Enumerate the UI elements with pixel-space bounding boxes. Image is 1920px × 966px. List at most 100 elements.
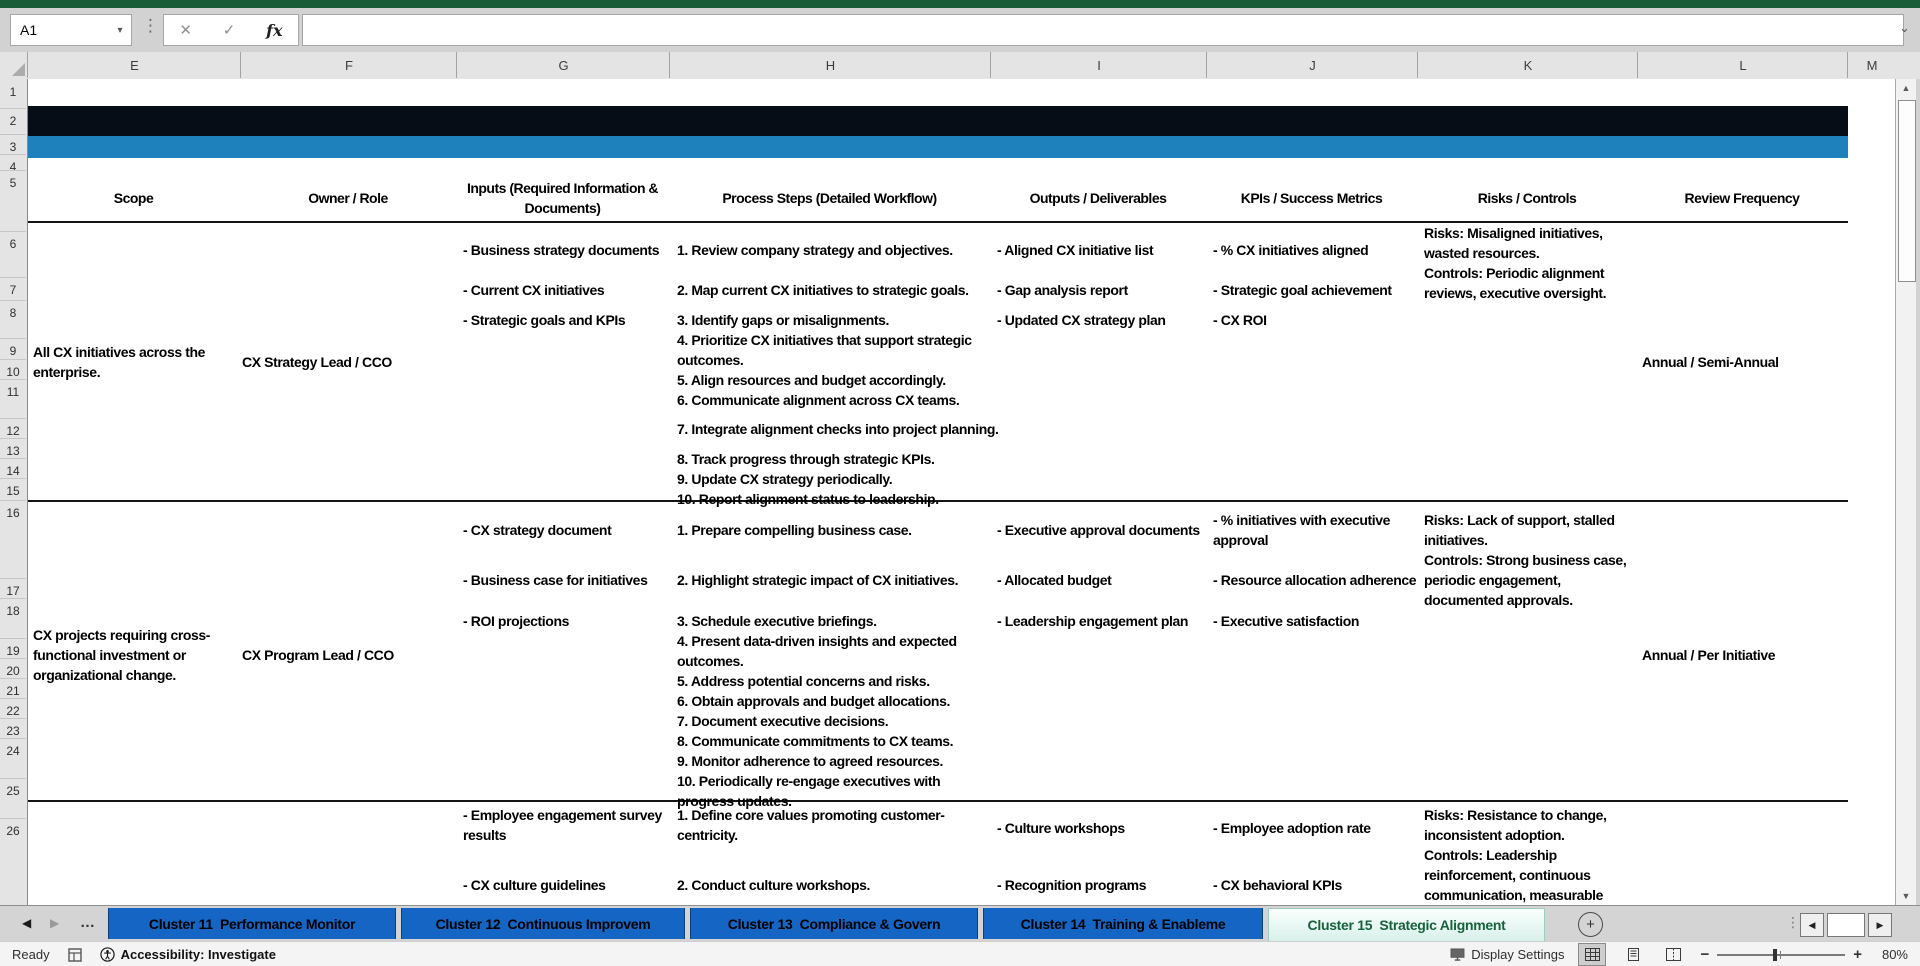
row-header-9[interactable]: 9	[9, 344, 17, 358]
cell-s2-input-2[interactable]: - Business case for initiatives	[463, 572, 648, 588]
row-header-17[interactable]: 17	[6, 584, 20, 598]
cell-s1-output-3[interactable]: - Updated CX strategy plan	[997, 312, 1166, 328]
cell-s2-step-10[interactable]: 10. Periodically re-engage executives wi…	[677, 773, 941, 809]
column-header-J[interactable]: J	[1206, 52, 1418, 78]
sheet-prev-icon[interactable]: ◀	[22, 916, 32, 930]
row-header-6[interactable]: 6	[9, 237, 17, 251]
row-header-3[interactable]: 3	[9, 140, 17, 154]
cell-s1-kpi-2[interactable]: - Strategic goal achievement	[1213, 282, 1392, 298]
cell-s2-step-4[interactable]: 4. Present data-driven insights and expe…	[677, 633, 957, 669]
cell-s2-step-3[interactable]: 3. Schedule executive briefings.	[677, 613, 877, 629]
column-header-L[interactable]: L	[1637, 52, 1848, 78]
new-sheet-icon[interactable]: +	[1578, 912, 1603, 937]
cell-s1-output-2[interactable]: - Gap analysis report	[997, 282, 1128, 298]
row-header-11[interactable]: 11	[6, 385, 20, 399]
cell-s2-step-9[interactable]: 9. Monitor adherence to agreed resources…	[677, 753, 944, 769]
sheet-overflow-button[interactable]: …	[80, 914, 96, 931]
cell-s1-step-1[interactable]: 1. Review company strategy and objective…	[677, 242, 953, 258]
row-header-19[interactable]: 19	[6, 644, 20, 658]
display-settings-button[interactable]: Display Settings	[1450, 947, 1564, 962]
cell-s3-kpi-2[interactable]: - CX behavioral KPIs	[1213, 877, 1342, 893]
cell-header-process[interactable]: Process Steps (Detailed Workflow)	[722, 190, 937, 206]
cell-s1-step-7[interactable]: 7. Integrate alignment checks into proje…	[677, 421, 999, 437]
name-box-dropdown-icon[interactable]: ▾	[117, 24, 123, 36]
cancel-icon[interactable]: ✕	[179, 22, 192, 39]
cell-s2-step-6[interactable]: 6. Obtain approvals and budget allocatio…	[677, 693, 950, 709]
row-header-18[interactable]: 18	[6, 604, 20, 618]
row-header-20[interactable]: 20	[6, 664, 20, 678]
cell-s2-input-3[interactable]: - ROI projections	[463, 613, 569, 629]
cell-s3-input-2[interactable]: - CX culture guidelines	[463, 877, 606, 893]
column-header-K[interactable]: K	[1417, 52, 1638, 78]
zoom-out-icon[interactable]: −	[1700, 946, 1710, 963]
cell-s2-kpi-2[interactable]: - Resource allocation adherence	[1213, 572, 1417, 588]
row-header-5[interactable]: 5	[9, 176, 17, 190]
cell-s3-step-1[interactable]: 1. Define core values promoting customer…	[677, 807, 945, 843]
zoom-slider-thumb[interactable]	[1773, 948, 1778, 961]
cell-s2-risks[interactable]: Risks: Lack of support, stalled initiati…	[1424, 512, 1615, 548]
cell-header-kpis[interactable]: KPIs / Success Metrics	[1240, 190, 1383, 206]
row-header-25[interactable]: 25	[6, 784, 20, 798]
cell-s1-kpi-3[interactable]: - CX ROI	[1213, 312, 1267, 328]
cell-s2-step-1[interactable]: 1. Prepare compelling business case.	[677, 522, 912, 538]
vertical-scroll-thumb[interactable]	[1898, 100, 1916, 282]
cell-s2-scope[interactable]: CX projects requiring cross-functional i…	[33, 627, 211, 683]
cell-s2-step-2[interactable]: 2. Highlight strategic impact of CX init…	[677, 572, 959, 588]
row-header-8[interactable]: 8	[9, 306, 17, 320]
row-header-15[interactable]: 15	[6, 484, 20, 498]
cell-s1-step-8[interactable]: 8. Track progress through strategic KPIs…	[677, 451, 935, 467]
hscroll-left-icon[interactable]: ◀	[1800, 913, 1824, 937]
cell-s1-step-5[interactable]: 5. Align resources and budget accordingl…	[677, 372, 946, 388]
formula-bar-expand-icon[interactable]: ⌄	[1899, 20, 1910, 35]
column-header-E[interactable]: E	[27, 52, 241, 78]
cell-s1-owner[interactable]: CX Strategy Lead / CCO	[242, 354, 392, 370]
zoom-slider[interactable]	[1717, 948, 1846, 962]
cell-s1-step-3[interactable]: 3. Identify gaps or misalignments.	[677, 312, 890, 328]
row-header-10[interactable]: 10	[6, 365, 20, 379]
zoom-in-icon[interactable]: +	[1853, 946, 1862, 963]
row-gutter[interactable]: 1 2 3 4 5 6 7 8 9 10 11 12 13 14 15 16 17 18 19 20 21 22 23 24 2…	[0, 79, 28, 905]
cell-s1-scope[interactable]: All CX initiatives across the enterprise…	[33, 344, 206, 380]
row-header-22[interactable]: 22	[6, 704, 20, 718]
enter-icon[interactable]: ✓	[222, 22, 236, 39]
cell-s1-kpi-1[interactable]: - % CX initiatives aligned	[1213, 242, 1369, 258]
macro-record-icon[interactable]	[67, 947, 82, 962]
column-header-G[interactable]: G	[456, 52, 670, 78]
tab-cluster-14[interactable]: Cluster 14 Training & Enableme	[983, 908, 1263, 939]
cell-s3-kpi-1[interactable]: - Employee adoption rate	[1213, 820, 1371, 836]
column-header-M[interactable]: M	[1847, 52, 1896, 78]
page-layout-view-button[interactable]	[1620, 944, 1646, 965]
cell-s2-kpi-1[interactable]: - % initiatives with executive approval	[1213, 512, 1391, 548]
cell-s1-step-6[interactable]: 6. Communicate alignment across CX teams…	[677, 392, 960, 408]
formula-input[interactable]	[302, 14, 1904, 46]
name-box[interactable]: A1 ▾	[10, 14, 132, 46]
horizontal-scroll-thumb[interactable]	[1827, 913, 1865, 937]
cell-s1-output-1[interactable]: - Aligned CX initiative list	[997, 242, 1154, 258]
cell-s2-step-7[interactable]: 7. Document executive decisions.	[677, 713, 889, 729]
column-header-F[interactable]: F	[240, 52, 457, 78]
cell-header-outputs[interactable]: Outputs / Deliverables	[1029, 190, 1167, 206]
cell-s2-input-1[interactable]: - CX strategy document	[463, 522, 612, 538]
cell-header-review[interactable]: Review Frequency	[1684, 190, 1800, 206]
cell-s3-output-2[interactable]: - Recognition programs	[997, 877, 1147, 893]
cell-s1-input-1[interactable]: - Business strategy documents	[463, 242, 660, 258]
row-header-24[interactable]: 24	[6, 744, 20, 758]
tab-cluster-12[interactable]: Cluster 12 Continuous Improvem	[401, 908, 685, 939]
row-header-13[interactable]: 13	[6, 444, 20, 458]
cell-s3-output-1[interactable]: - Culture workshops	[997, 820, 1125, 836]
cell-s2-owner[interactable]: CX Program Lead / CCO	[242, 647, 394, 663]
row-header-2[interactable]: 2	[9, 114, 17, 128]
cell-s2-step-8[interactable]: 8. Communicate commitments to CX teams.	[677, 733, 954, 749]
row-header-14[interactable]: 14	[6, 464, 20, 478]
tab-cluster-13[interactable]: Cluster 13 Compliance & Govern	[690, 908, 978, 939]
cell-s2-output-3[interactable]: - Leadership engagement plan	[997, 613, 1189, 629]
row-header-12[interactable]: 12	[6, 424, 20, 438]
zoom-level-label[interactable]: 80%	[1881, 947, 1908, 962]
cell-s2-output-1[interactable]: - Executive approval documents	[997, 522, 1200, 538]
cell-s2-review[interactable]: Annual / Per Initiative	[1642, 647, 1776, 663]
sheet-next-icon[interactable]: ▶	[50, 916, 60, 930]
cell-s3-input-1[interactable]: - Employee engagement survey results	[463, 807, 662, 843]
scroll-down-icon[interactable]: ▼	[1896, 887, 1916, 905]
vertical-scrollbar[interactable]: ▲ ▼	[1895, 79, 1917, 905]
normal-view-button[interactable]	[1578, 943, 1607, 966]
